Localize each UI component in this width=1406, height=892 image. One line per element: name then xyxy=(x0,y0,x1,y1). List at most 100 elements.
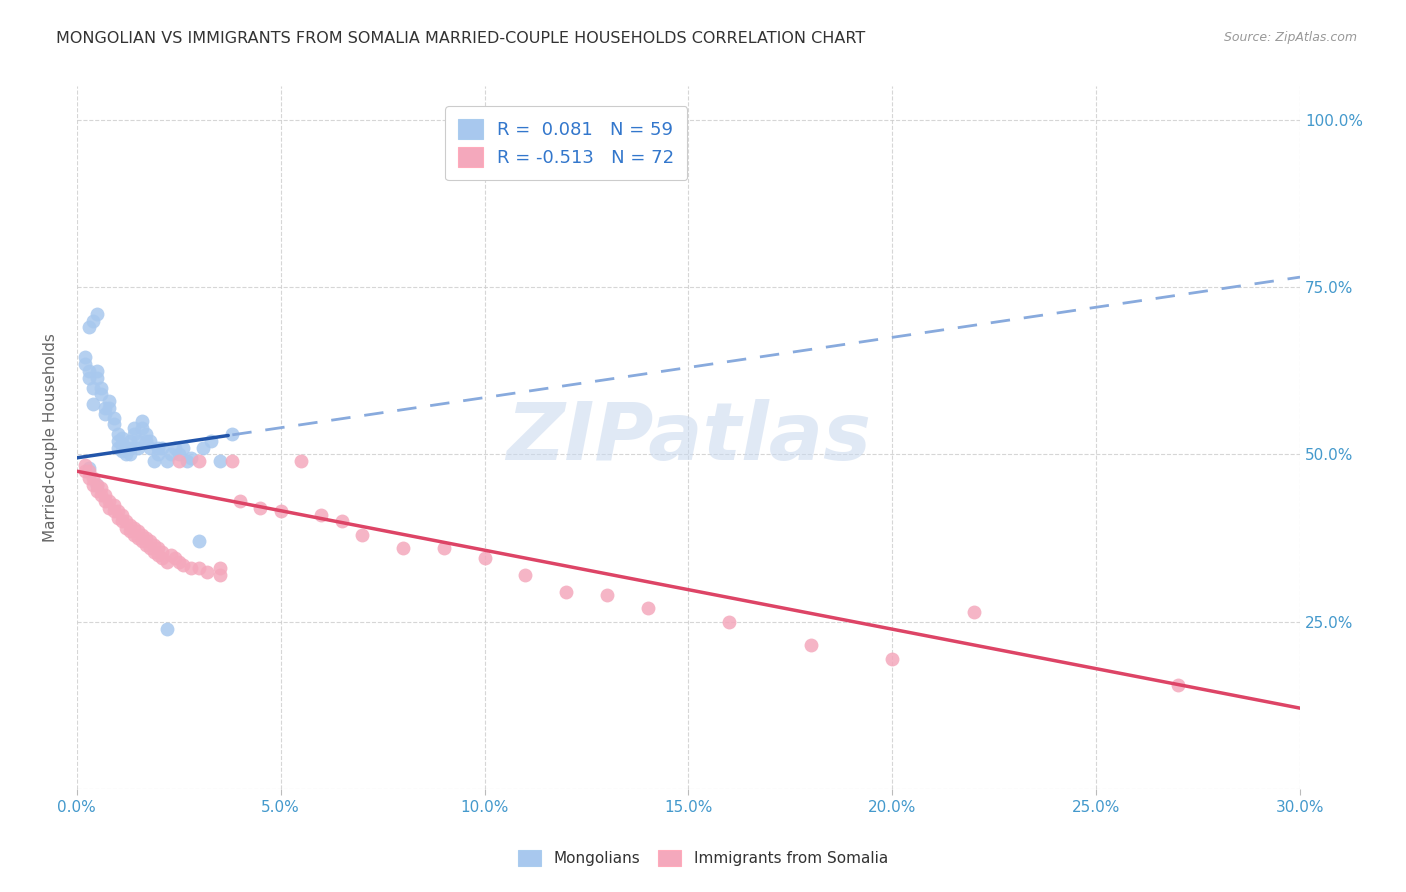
Point xyxy=(155,555,177,569)
Point xyxy=(172,558,194,572)
Point xyxy=(148,441,170,455)
Point xyxy=(180,450,202,465)
Point xyxy=(392,541,415,556)
Point xyxy=(73,351,96,365)
Point xyxy=(73,458,96,472)
Point xyxy=(103,498,125,512)
Point xyxy=(127,524,149,539)
Point xyxy=(111,444,134,458)
Point xyxy=(82,397,104,411)
Point xyxy=(135,538,157,552)
Point xyxy=(195,565,218,579)
Point xyxy=(118,517,141,532)
Point xyxy=(135,531,157,545)
Point xyxy=(82,380,104,394)
Point xyxy=(82,471,104,485)
Point xyxy=(163,441,186,455)
Point xyxy=(86,477,108,491)
Point xyxy=(118,524,141,539)
Point xyxy=(139,434,162,449)
Point xyxy=(143,544,166,558)
Point xyxy=(77,320,100,334)
Point xyxy=(118,448,141,462)
Point xyxy=(82,313,104,327)
Point xyxy=(77,471,100,485)
Point xyxy=(148,448,170,462)
Point xyxy=(131,414,153,428)
Point xyxy=(107,511,129,525)
Point xyxy=(131,420,153,434)
Point xyxy=(139,534,162,549)
Point xyxy=(114,441,136,455)
Point xyxy=(139,441,162,455)
Point xyxy=(163,551,186,566)
Point xyxy=(111,431,134,445)
Point xyxy=(86,370,108,384)
Point xyxy=(98,393,121,408)
Point xyxy=(77,461,100,475)
Point xyxy=(107,434,129,449)
Point xyxy=(155,622,177,636)
Point xyxy=(200,434,222,449)
Point xyxy=(107,504,129,518)
Point xyxy=(311,508,333,522)
Point xyxy=(637,601,659,615)
Legend: R =  0.081   N = 59, R = -0.513   N = 72: R = 0.081 N = 59, R = -0.513 N = 72 xyxy=(446,106,688,180)
Point xyxy=(159,448,181,462)
Point xyxy=(94,401,117,415)
Point xyxy=(167,448,190,462)
Point xyxy=(718,615,741,629)
Point xyxy=(94,488,117,502)
Point xyxy=(208,568,231,582)
Point xyxy=(131,534,153,549)
Point xyxy=(596,588,619,602)
Point xyxy=(122,420,145,434)
Point xyxy=(77,364,100,378)
Point xyxy=(107,441,129,455)
Point xyxy=(152,544,174,558)
Point xyxy=(249,501,271,516)
Point xyxy=(73,357,96,371)
Point xyxy=(127,434,149,449)
Point xyxy=(131,528,153,542)
Point xyxy=(107,427,129,442)
Point xyxy=(77,370,100,384)
Point xyxy=(963,605,986,619)
Point xyxy=(290,454,312,468)
Point xyxy=(221,427,243,442)
Point xyxy=(148,548,170,562)
Point xyxy=(82,477,104,491)
Point xyxy=(139,541,162,556)
Point xyxy=(86,364,108,378)
Y-axis label: Married-couple Households: Married-couple Households xyxy=(44,334,58,542)
Point xyxy=(167,454,190,468)
Point xyxy=(208,561,231,575)
Point xyxy=(1167,678,1189,692)
Point xyxy=(86,477,108,491)
Point xyxy=(103,410,125,425)
Point xyxy=(103,417,125,432)
Point xyxy=(94,494,117,508)
Point xyxy=(90,380,112,394)
Point xyxy=(122,427,145,442)
Point xyxy=(127,531,149,545)
Point xyxy=(152,551,174,566)
Point xyxy=(555,584,578,599)
Point xyxy=(86,307,108,321)
Point xyxy=(114,521,136,535)
Point xyxy=(155,454,177,468)
Point xyxy=(188,534,211,549)
Point xyxy=(208,454,231,468)
Point xyxy=(127,441,149,455)
Point xyxy=(103,504,125,518)
Point xyxy=(77,464,100,478)
Point xyxy=(143,454,166,468)
Point xyxy=(176,454,198,468)
Point xyxy=(148,541,170,556)
Point xyxy=(193,441,215,455)
Point xyxy=(143,538,166,552)
Point xyxy=(111,508,134,522)
Point xyxy=(122,528,145,542)
Point xyxy=(800,638,823,652)
Point xyxy=(188,454,211,468)
